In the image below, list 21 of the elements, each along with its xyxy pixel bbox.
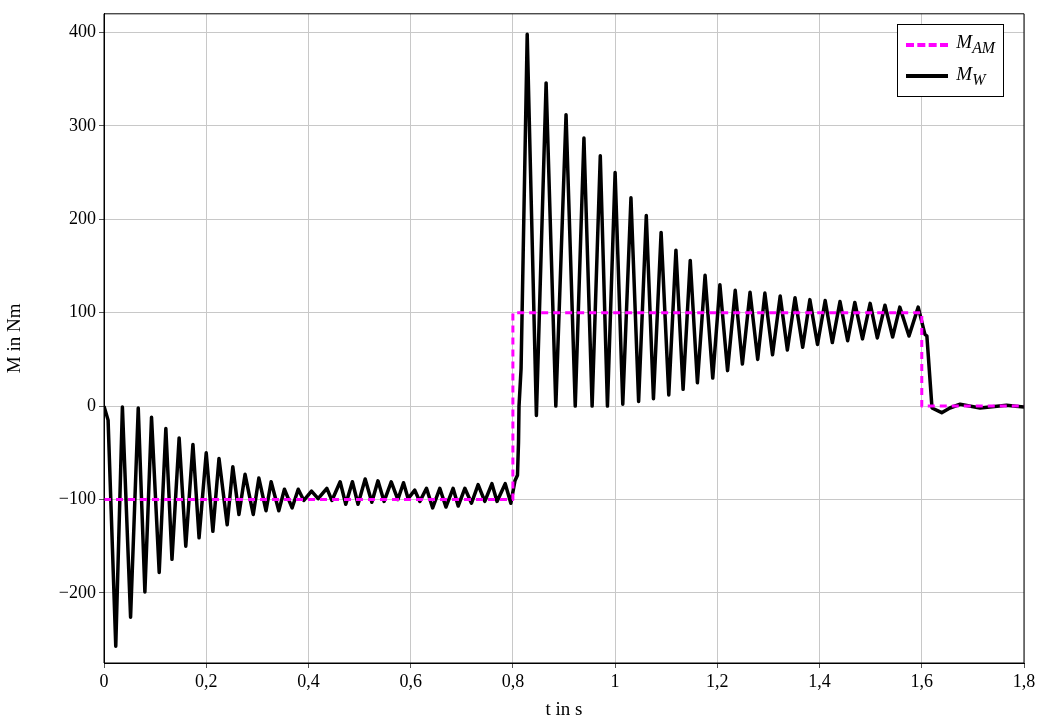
- y-tick-label: 0: [87, 394, 96, 415]
- x-tick-label: 0: [99, 670, 109, 691]
- y-tick-label: 200: [69, 208, 96, 229]
- x-tick-label: 0,8: [501, 670, 525, 691]
- legend-label: M$_{AM}$: [956, 29, 995, 58]
- y-tick-label: −100: [58, 488, 96, 509]
- x-tick-label: 0,2: [194, 670, 218, 691]
- y-tick-label: 100: [69, 301, 96, 322]
- x-tick-label: 0,4: [297, 670, 320, 691]
- x-tick-label: 1,2: [706, 670, 729, 691]
- x-tick-label: 1,4: [808, 670, 831, 691]
- legend-label: M$_{W}$: [956, 61, 986, 90]
- x-tick-label: 1: [610, 670, 620, 691]
- x-tick-label: 1,8: [1012, 670, 1036, 691]
- y-tick-label: −200: [58, 581, 96, 602]
- x-tick-label: 0,6: [399, 670, 422, 691]
- y-axis-title: M in Nm: [3, 303, 25, 374]
- y-tick-label: 400: [69, 21, 96, 42]
- y-tick-label: 300: [69, 114, 96, 135]
- x-tick-label: 1,6: [910, 670, 934, 691]
- x-axis-title: t in s: [545, 697, 583, 719]
